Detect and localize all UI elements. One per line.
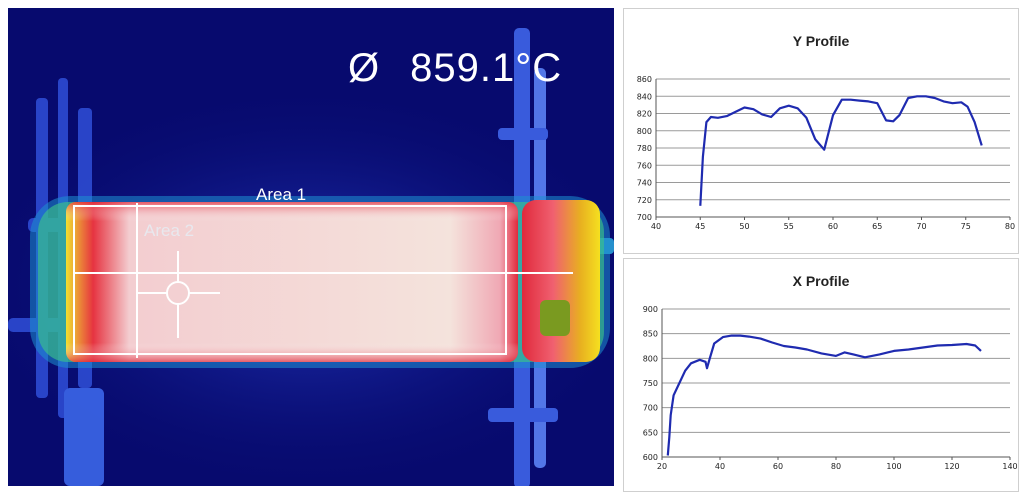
x-tick-label: 70: [916, 222, 926, 231]
end-cap-detail: [540, 300, 570, 336]
x-tick-label: 20: [657, 462, 667, 471]
y-tick-label: 800: [643, 354, 658, 363]
temperature-readout: Ø 859.1°C: [348, 46, 562, 91]
y-tick-label: 720: [637, 196, 652, 205]
x-tick-label: 40: [651, 222, 661, 231]
area2-label: Area 2: [144, 221, 195, 240]
y-tick-label: 780: [637, 144, 652, 153]
spot-marker: [136, 251, 220, 338]
end-cap: [522, 200, 600, 362]
y-tick-label: 820: [637, 110, 652, 119]
chart-title: X Profile: [792, 273, 850, 289]
x-tick-label: 80: [1005, 222, 1015, 231]
average-symbol: Ø: [348, 46, 381, 90]
y-tick-label: 650: [643, 428, 658, 437]
y-tick-label: 700: [637, 213, 652, 222]
x-tick-label: 75: [961, 222, 971, 231]
x-tick-label: 100: [886, 462, 901, 471]
x-tick-label: 60: [773, 462, 783, 471]
y-tick-label: 700: [643, 404, 658, 413]
thermal-image: Ø 859.1°C Area 1 Area 2: [8, 8, 614, 486]
x-profile-chart: X Profile 600 650 700 750 800 850 900 20 40 60 80 1…: [623, 258, 1019, 492]
thermal-scene: [8, 28, 614, 486]
area1-label: Area 1: [256, 185, 307, 204]
hot-billet-edges: [66, 202, 518, 362]
y-tick-label: 800: [637, 127, 652, 136]
area1-box: [73, 205, 507, 355]
x-tick-label: 45: [695, 222, 705, 231]
y-tick-label: 900: [643, 305, 658, 314]
x-tick-label: 55: [784, 222, 794, 231]
x-tick-label: 65: [872, 222, 882, 231]
y-profile-chart: Y Profile 700 720 740 760 780 800 820 840 860 40 4…: [623, 8, 1019, 254]
y-tick-label: 760: [637, 161, 652, 170]
temperature-value: 859.1°C: [410, 46, 563, 90]
y-profile-plot: 700 720 740 760 780 800 820 840 860 40 45 50 55 60 65 7…: [637, 75, 1015, 231]
series-line: [666, 334, 982, 456]
y-tick-label: 600: [643, 453, 658, 462]
chart-title: Y Profile: [792, 33, 850, 49]
x-tick-label: 140: [1002, 462, 1017, 471]
series-line: [699, 95, 983, 206]
y-tick-label: 740: [637, 179, 652, 188]
y-tick-label: 860: [637, 75, 652, 84]
x-tick-label: 40: [715, 462, 725, 471]
x-tick-label: 120: [944, 462, 959, 471]
y-tick-label: 750: [643, 379, 658, 388]
x-profile-plot: 600 650 700 750 800 850 900 20 40 60 80 100 120 140: [643, 305, 1018, 471]
x-tick-label: 80: [831, 462, 841, 471]
x-tick-label: 60: [828, 222, 838, 231]
x-tick-label: 50: [739, 222, 749, 231]
y-tick-label: 850: [643, 330, 658, 339]
y-tick-label: 840: [637, 92, 652, 101]
